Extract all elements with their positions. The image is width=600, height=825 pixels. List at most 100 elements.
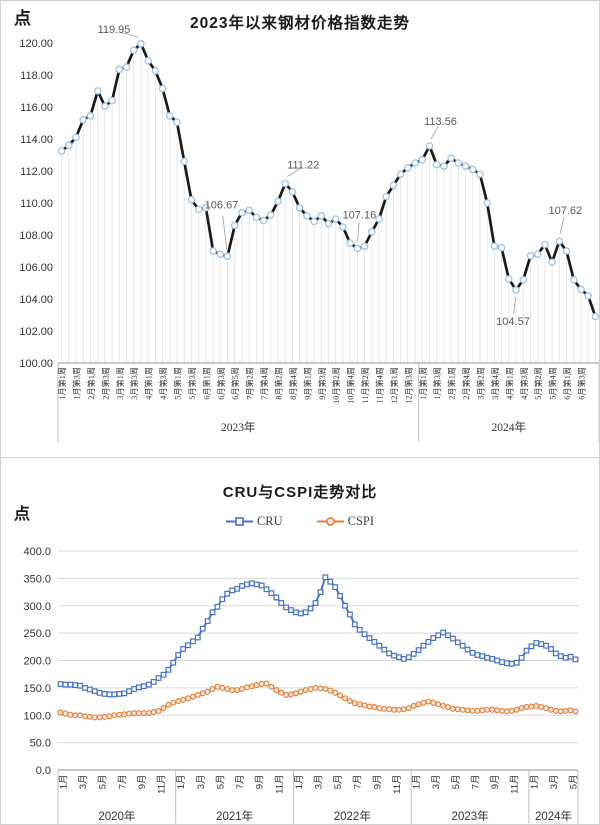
x-axis-tick-label: 9月第1周 bbox=[302, 367, 312, 400]
x-axis-tick-label: 11月 bbox=[274, 775, 285, 794]
x-axis-tick-label: 6月第1周 bbox=[562, 367, 572, 400]
x-axis-tick-label: 2月第1周 bbox=[447, 367, 457, 400]
x-axis-tick-label: 4月第1周 bbox=[144, 367, 154, 400]
x-axis-tick-label: 1月第1周 bbox=[57, 367, 67, 400]
x-axis-tick-label: 5月第4周 bbox=[548, 367, 558, 400]
x-axis-tick-label: 3月第2周 bbox=[476, 367, 486, 400]
x-axis-tick-label: 7月 bbox=[353, 775, 364, 790]
x-axis-tick-label: 1月第3周 bbox=[72, 367, 82, 400]
y-axis-tick-label: 100.00 bbox=[19, 358, 53, 370]
x-axis-tick-label: 11月第4周 bbox=[375, 367, 385, 404]
drop-lines bbox=[61, 43, 596, 363]
data-labels: 119.95 106.67 111.22 107.16 113.56 104.57 107.… bbox=[98, 24, 583, 328]
x-axis-tick-label: 7月 bbox=[471, 775, 482, 790]
x-axis-year-label: 2023年 bbox=[452, 809, 489, 823]
y-axis-tick-label: 350.0 bbox=[23, 573, 51, 585]
y-axis-tick-label: 106.00 bbox=[19, 262, 53, 274]
chart-legend: CRU CSPI bbox=[1, 514, 599, 529]
top-chart-title: 2023年以来钢材价格指数走势 bbox=[190, 15, 410, 32]
x-axis-tick-label: 5月第2周 bbox=[533, 367, 543, 400]
legend-label-cru: CRU bbox=[256, 514, 283, 528]
x-axis-tick-label: 9月 bbox=[255, 775, 266, 790]
data-label: 113.56 bbox=[424, 116, 457, 128]
x-axis-tick-label: 12月第1周 bbox=[389, 367, 399, 404]
steel-price-index-chart: 100.00 102.00 104.00 106.00 108.00 110.00 112.… bbox=[19, 24, 599, 442]
x-axis-tick-label: 4月第3周 bbox=[519, 367, 529, 400]
x-axis-tick-label: 6月第3周 bbox=[577, 367, 587, 400]
x-axis-tick-label: 4月第1周 bbox=[504, 367, 514, 400]
y-axis-tick-label: 0.0 bbox=[36, 765, 51, 777]
cspi-series-markers bbox=[57, 680, 579, 721]
y-axis-tick-label: 300.0 bbox=[23, 601, 51, 613]
cru-series-markers bbox=[57, 574, 579, 698]
x-axis-tick-label: 6月第3周 bbox=[216, 367, 226, 400]
x-axis-tick-label: 11月第2周 bbox=[360, 367, 370, 404]
x-axis-tick-label: 3月第1周 bbox=[115, 367, 125, 400]
x-axis-tick-label: 9月 bbox=[490, 775, 501, 790]
x-axis-tick-label: 2月第4周 bbox=[461, 367, 471, 400]
cspi-line-marker-icon bbox=[316, 517, 344, 526]
x-axis-tick-label: 3月 bbox=[314, 775, 325, 790]
bottom-axis-unit-label: 点 bbox=[14, 506, 31, 523]
legend-item-cru: CRU bbox=[225, 514, 283, 529]
x-axis-tick-label: 11月 bbox=[510, 775, 521, 794]
cru-line-marker-icon bbox=[225, 517, 253, 526]
y-axis-tick-label: 112.00 bbox=[20, 166, 53, 178]
x-axis-tick-label: 2月第3周 bbox=[100, 367, 110, 400]
y-axis-tick-label: 200.0 bbox=[23, 656, 51, 668]
y-axis-tick-label: 50.0 bbox=[30, 738, 51, 750]
x-axis-tick-label: 3月第4周 bbox=[490, 367, 500, 400]
x-axis-tick-label: 3月 bbox=[549, 775, 560, 790]
top-x-axis: 1月第1周 1月第3周 2月第1周 2月第3周 3月第1周 3月第3周 4月第1周 4月第3周… bbox=[57, 363, 599, 442]
x-axis-tick-label: 9月 bbox=[372, 775, 383, 790]
price-index-markers bbox=[57, 40, 599, 321]
x-axis-year-label: 2021年 bbox=[216, 809, 253, 823]
x-axis-tick-label: 7月 bbox=[117, 775, 128, 790]
x-axis-tick-label: 9月 bbox=[137, 775, 148, 790]
y-axis-tick-label: 114.00 bbox=[20, 134, 53, 146]
x-axis-tick-label: 1月 bbox=[294, 775, 305, 790]
x-axis-tick-label: 5月 bbox=[98, 775, 109, 790]
x-axis-tick-label: 1月 bbox=[58, 775, 69, 790]
y-axis-tick-label: 110.00 bbox=[20, 198, 53, 210]
y-axis-tick-label: 102.00 bbox=[19, 326, 53, 338]
y-axis-tick-label: 150.0 bbox=[23, 683, 51, 695]
x-axis-tick-label: 12月第3周 bbox=[403, 367, 413, 404]
x-axis-tick-label: 3月 bbox=[196, 775, 207, 790]
x-axis-tick-label: 8月第2周 bbox=[274, 367, 284, 400]
x-axis-tick-label: 1月第1周 bbox=[418, 367, 428, 400]
x-axis-year-label: 2023年 bbox=[221, 420, 256, 434]
x-axis-tick-label: 1月 bbox=[529, 775, 540, 790]
x-axis-tick-label: 11月 bbox=[392, 775, 403, 794]
x-axis-tick-label: 5月第1周 bbox=[173, 367, 183, 400]
x-axis-tick-label: 9月第3周 bbox=[317, 367, 327, 400]
x-axis-year-label: 2022年 bbox=[334, 809, 371, 823]
cru-cspi-chart: 0.0 50.0 100.0 150.0 200.0 250.0 300.0 350.0 400… bbox=[23, 546, 580, 824]
x-axis-tick-label: 1月 bbox=[176, 775, 187, 790]
y-axis-tick-label: 118.00 bbox=[20, 70, 53, 82]
x-axis-tick-label: 10月第4周 bbox=[346, 367, 356, 404]
top-y-axis: 100.00 102.00 104.00 106.00 108.00 110.00 112.… bbox=[19, 38, 53, 370]
bottom-y-axis: 0.0 50.0 100.0 150.0 200.0 250.0 300.0 350.0 400… bbox=[23, 546, 51, 777]
x-axis-tick-label: 7月 bbox=[235, 775, 246, 790]
bottom-chart-title: CRU与CSPI走势对比 bbox=[222, 484, 378, 501]
x-axis-tick-label: 5月 bbox=[451, 775, 462, 790]
x-axis-tick-label: 4月第3周 bbox=[158, 367, 168, 400]
legend-label-cspi: CSPI bbox=[347, 514, 375, 528]
y-axis-tick-label: 116.00 bbox=[20, 102, 53, 114]
y-axis-tick-label: 108.00 bbox=[19, 230, 53, 242]
x-axis-tick-label: 3月 bbox=[431, 775, 442, 790]
steel-price-index-chart-panel: 点 2023年以来钢材价格指数走势 100.00 102.00 104.00 106.… bbox=[1, 1, 599, 458]
y-axis-tick-label: 104.00 bbox=[19, 294, 53, 306]
data-label: 104.57 bbox=[496, 316, 530, 328]
y-axis-tick-label: 120.00 bbox=[19, 38, 53, 50]
bottom-x-axis: 1月 3月 5月 7月 9月 11月 2020年 1月 3月 5月 7月 9月 11月 2021年 1月 3月… bbox=[57, 770, 580, 824]
x-axis-tick-label: 6月第5周 bbox=[230, 367, 240, 400]
x-axis-tick-label: 6月第1周 bbox=[201, 367, 211, 400]
x-axis-year-label: 2020年 bbox=[98, 809, 135, 823]
legend-item-cspi: CSPI bbox=[316, 514, 375, 529]
x-axis-year-label: 2024年 bbox=[535, 809, 572, 823]
x-axis-tick-label: 7月第2周 bbox=[245, 367, 255, 400]
cru-cspi-chart-panel: 点 CRU与CSPI走势对比 CRU CSPI 0.0 50.0 100.0 150.… bbox=[1, 458, 599, 824]
